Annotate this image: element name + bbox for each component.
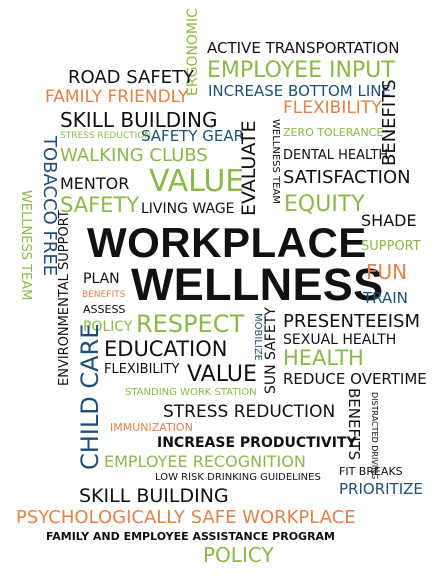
word-wellness-team-small: WELLNESS TEAM bbox=[270, 119, 281, 204]
word-tobacco-free: TOBACCO FREE bbox=[39, 136, 60, 277]
word-walking-clubs: WALKING CLUBS bbox=[60, 145, 208, 166]
word-mentor: MENTOR bbox=[60, 174, 130, 193]
word-flexibility-top: FLEXIBILITY bbox=[283, 98, 382, 118]
word-safety-gear: SAFETY GEAR bbox=[141, 127, 245, 145]
word-employee-recognition: EMPLOYEE RECOGNITION bbox=[104, 452, 306, 471]
word-road-safety: ROAD SAFETY bbox=[68, 67, 195, 88]
word-respect: RESPECT bbox=[136, 310, 245, 338]
word-low-risk-drinking: LOW RISK DRINKING GUIDELINES bbox=[155, 472, 321, 483]
word-sun-safety: SUN SAFETY bbox=[263, 307, 279, 394]
word-environmental-support: ENVIRONMENTAL SUPPORT bbox=[57, 210, 72, 386]
word-presenteeism: PRESENTEEISM bbox=[283, 311, 421, 332]
word-family-friendly: FAMILY FRIENDLY bbox=[45, 87, 189, 107]
word-health: HEALTH bbox=[283, 346, 364, 370]
word-wellness-team-left: WELLNESS TEAM bbox=[18, 190, 33, 301]
word-skill-building-bottom: SKILL BUILDING bbox=[79, 485, 229, 507]
word-value-mid: VALUE bbox=[187, 362, 257, 387]
word-skill-building-top: SKILL BUILDING bbox=[60, 108, 218, 132]
word-prioritize: PRIORITIZE bbox=[339, 480, 423, 498]
word-zero-tolerance: ZERO TOLERANCE bbox=[283, 126, 384, 139]
word-increase-bottom-line: INCREASE BOTTOM LINE bbox=[208, 82, 391, 100]
word-child-care: CHILD CARE bbox=[76, 323, 104, 470]
word-fit-breaks: FIT BREAKS bbox=[339, 465, 403, 478]
word-standing-work-station: STANDING WORK STATION bbox=[125, 387, 257, 398]
word-living-wage: LIVING WAGE bbox=[141, 201, 235, 217]
word-flexibility-mid: FLEXIBILITY bbox=[104, 362, 180, 377]
word-assess: ASSESS bbox=[83, 303, 126, 316]
word-workplace: WORKPLACE bbox=[87, 219, 367, 266]
word-dental-health: DENTAL HEALTH bbox=[283, 148, 389, 163]
word-support: SUPPORT bbox=[361, 239, 421, 254]
word-equity: EQUITY bbox=[284, 192, 365, 217]
word-wellness: WELLNESS bbox=[131, 259, 384, 310]
word-reduce-overtime: REDUCE OVERTIME bbox=[283, 370, 427, 388]
word-shade: SHADE bbox=[361, 211, 417, 230]
word-policy-small: POLICY bbox=[83, 319, 133, 335]
word-stress-reduction: STRESS REDUCTION bbox=[163, 402, 336, 422]
word-satisfaction: SATISFACTION bbox=[283, 167, 411, 188]
word-sexual-health: SEXUAL HEALTH bbox=[283, 332, 397, 348]
word-plan: PLAN bbox=[83, 271, 120, 287]
word-policy-bottom: POLICY bbox=[203, 543, 274, 567]
word-fun: FUN bbox=[366, 260, 408, 284]
word-value-top: VALUE bbox=[149, 164, 245, 199]
word-psych-safe-workplace: PSYCHOLOGICALLY SAFE WORKPLACE bbox=[16, 507, 356, 528]
word-active-transportation: ACTIVE TRANSPORTATION bbox=[207, 39, 400, 57]
word-mobilize: MOBILIZE bbox=[252, 313, 263, 361]
word-train: TRAIN bbox=[363, 289, 408, 307]
word-safety: SAFETY bbox=[60, 193, 140, 217]
word-family-employee-assistance: FAMILY AND EMPLOYEE ASSISTANCE PROGRAM bbox=[46, 530, 336, 543]
word-employee-input: EMPLOYEE INPUT bbox=[207, 58, 395, 83]
word-immunization: IMMUNIZATION bbox=[110, 421, 193, 434]
word-benefits-small: BENEFITS bbox=[82, 290, 126, 300]
word-increase-productivity: INCREASE PRODUCTIVITY bbox=[157, 435, 357, 451]
word-stress-reduction-small: STRESS REDUCTION bbox=[60, 131, 152, 141]
word-education: EDUCATION bbox=[104, 337, 228, 361]
